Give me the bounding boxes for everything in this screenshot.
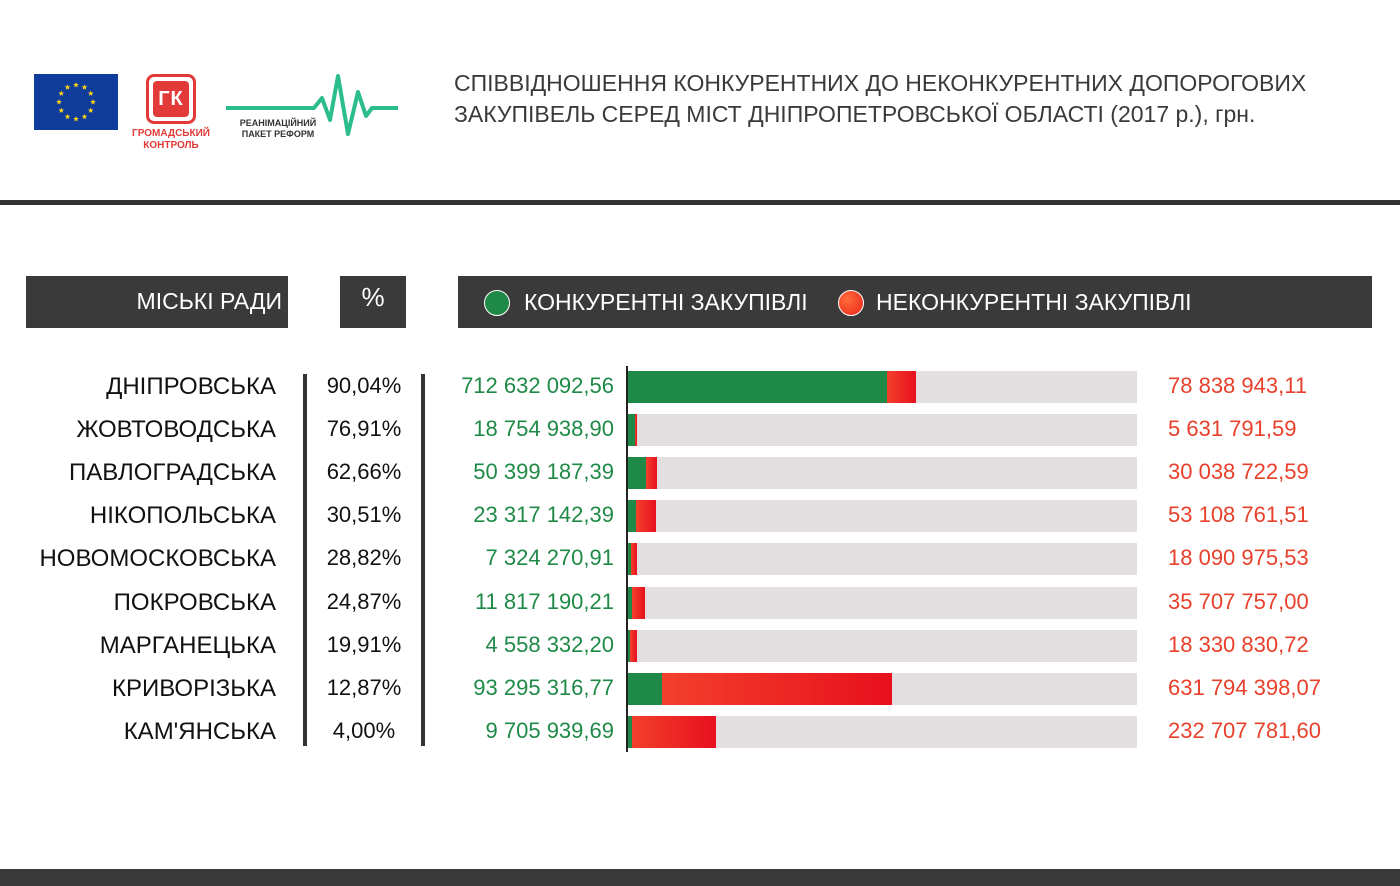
noncompetitive-value-label: 631 794 398,07 [1168,675,1321,700]
competitive-value-label: 9 705 939,69 [485,718,614,743]
city-label: ПОКРОВСЬКА [113,589,276,616]
bar-competitive [628,457,647,489]
rpr-heartbeat-icon [226,74,398,136]
bar-competitive [628,630,630,662]
eu-flag-logo [34,74,118,130]
legend-competitive-dot-icon [484,290,510,316]
bar-competitive [628,543,631,575]
noncompetitive-value-label: 18 090 975,53 [1168,545,1309,570]
noncompetitive-value-label: 30 038 722,59 [1168,459,1309,484]
percent-label: 12,87% [326,675,402,700]
noncompetitive-value-label: 5 631 791,59 [1168,416,1297,441]
legend-noncompetitive-label: НЕКОНКУРЕНТНІ ЗАКУПІВЛІ [876,289,1192,315]
bar-track [628,414,1137,446]
eu-star-icon [58,107,65,113]
noncompetitive-value-label: 18 330 830,72 [1168,632,1309,657]
bar-competitive [628,716,632,748]
competitive-value-label: 712 632 092,56 [461,373,614,398]
bar-noncompetitive [630,543,638,575]
legend: КОНКУРЕНТНІ ЗАКУПІВЛІ НЕКОНКУРЕНТНІ ЗАКУ… [458,276,1372,328]
eu-star-icon [56,99,62,105]
percent-label: 76,91% [326,416,402,441]
chart-axis [626,366,628,752]
city-label: КРИВОРІЗЬКА [111,675,276,702]
chart-title: Співвідношення конкурентних до неконкуре… [454,68,1354,130]
bar-track [628,587,1137,619]
legend-noncompetitive-dot-icon [838,290,864,316]
noncompetitive-value-label: 53 108 761,51 [1168,502,1309,527]
percent-label: 30,51% [326,502,402,527]
footer-bar [0,869,1400,886]
eu-star-icon [87,90,94,96]
city-label: НІКОПОЛЬСЬКА [89,502,276,529]
percent-label: 90,04% [326,373,402,398]
city-label: КАМ'ЯНСЬКА [123,718,276,745]
competitive-value-label: 4 558 332,20 [485,632,614,657]
header-percent: % [340,276,406,328]
percent-label: 24,87% [326,589,402,614]
eu-stars-icon [56,82,96,122]
city-label: МАРГАНЕЦЬКА [99,632,276,659]
chart-title-main: Співвідношення конкурентних до неконкуре… [454,70,1307,127]
eu-star-icon [73,82,79,88]
percent-label: 19,91% [326,632,402,657]
bar-noncompetitive [630,630,637,662]
percent-label: 62,66% [326,459,402,484]
bar-competitive [628,587,633,619]
header-divider [0,200,1400,205]
header-cities: МІСЬКІ РАДИ [26,276,288,328]
competitive-value-label: 18 754 938,90 [473,416,614,441]
noncompetitive-value-label: 232 707 781,60 [1168,718,1321,743]
noncompetitive-value-label: 35 707 757,00 [1168,589,1309,614]
eu-star-icon [81,113,88,120]
eu-star-icon [87,107,94,113]
bar-noncompetitive [661,673,892,705]
bar-noncompetitive [887,371,916,403]
bar-track [628,673,1137,705]
column-separator [303,374,307,746]
bar-track [628,630,1137,662]
eu-star-icon [73,116,79,122]
bar-track [628,716,1137,748]
bar-competitive [628,414,635,446]
competitive-value-label: 11 817 190,21 [474,589,614,614]
competitive-value-label: 93 295 316,77 [473,675,614,700]
eu-star-icon [64,113,71,120]
city-label: ПАВЛОГРАДСЬКА [69,459,276,486]
bar-noncompetitive [646,457,658,489]
rpr-logo-caption: РЕАНІМАЦІЙНИЙ ПАКЕТ РЕФОРМ [239,118,317,139]
city-label: ДНІПРОВСЬКА [106,373,276,400]
bar-noncompetitive [631,716,717,748]
gk-logo-caption: ГРОМАДСЬКИЙ КОНТРОЛЬ [132,128,210,151]
percent-label: 4,00% [332,718,396,743]
noncompetitive-value-label: 78 838 943,11 [1168,373,1308,398]
bar-track [628,371,1137,403]
percent-label: 28,82% [326,545,402,570]
bar-track [628,543,1137,575]
bar-noncompetitive [636,500,656,532]
competitive-value-label: 50 399 187,39 [473,459,614,484]
gk-logo-text: ГК [153,81,189,117]
header-cities-label: МІСЬКІ РАДИ [136,288,282,314]
chart-title-tail: (2017 р.), грн. [1103,101,1256,127]
bar-competitive [628,371,888,403]
column-separator [421,374,425,746]
gk-logo: ГК [146,74,196,124]
bar-track [628,500,1137,532]
bar-noncompetitive [632,587,646,619]
header-percent-label: % [361,282,385,312]
city-label: ЖОВТОВОДСЬКА [76,416,276,443]
bar-noncompetitive [634,414,637,446]
bar-track [628,457,1137,489]
city-label: НОВОМОСКОВСЬКА [39,545,276,572]
bar-competitive [628,500,637,532]
competitive-value-label: 23 317 142,39 [473,502,614,527]
bar-competitive [628,673,662,705]
eu-star-icon [90,99,96,105]
eu-star-icon [81,84,88,90]
eu-star-icon [58,90,65,96]
legend-competitive-label: КОНКУРЕНТНІ ЗАКУПІВЛІ [524,289,808,315]
eu-star-icon [64,84,71,90]
competitive-value-label: 7 324 270,91 [485,545,614,570]
